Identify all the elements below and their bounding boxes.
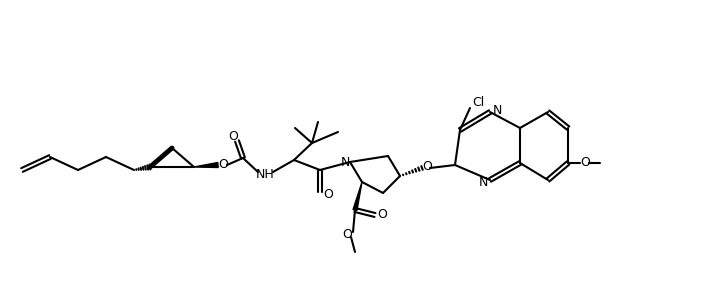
Text: N: N xyxy=(493,103,502,117)
Text: O: O xyxy=(342,227,352,241)
Text: O: O xyxy=(377,208,387,220)
Text: Cl: Cl xyxy=(472,95,484,109)
Text: N: N xyxy=(341,156,350,168)
Text: O: O xyxy=(323,189,333,201)
Text: NH: NH xyxy=(256,168,275,180)
Text: O: O xyxy=(218,159,228,171)
Text: O: O xyxy=(580,157,590,169)
Polygon shape xyxy=(353,182,362,211)
Text: N: N xyxy=(478,175,488,189)
Text: O: O xyxy=(422,161,432,173)
Text: O: O xyxy=(228,129,238,142)
Polygon shape xyxy=(194,163,218,168)
